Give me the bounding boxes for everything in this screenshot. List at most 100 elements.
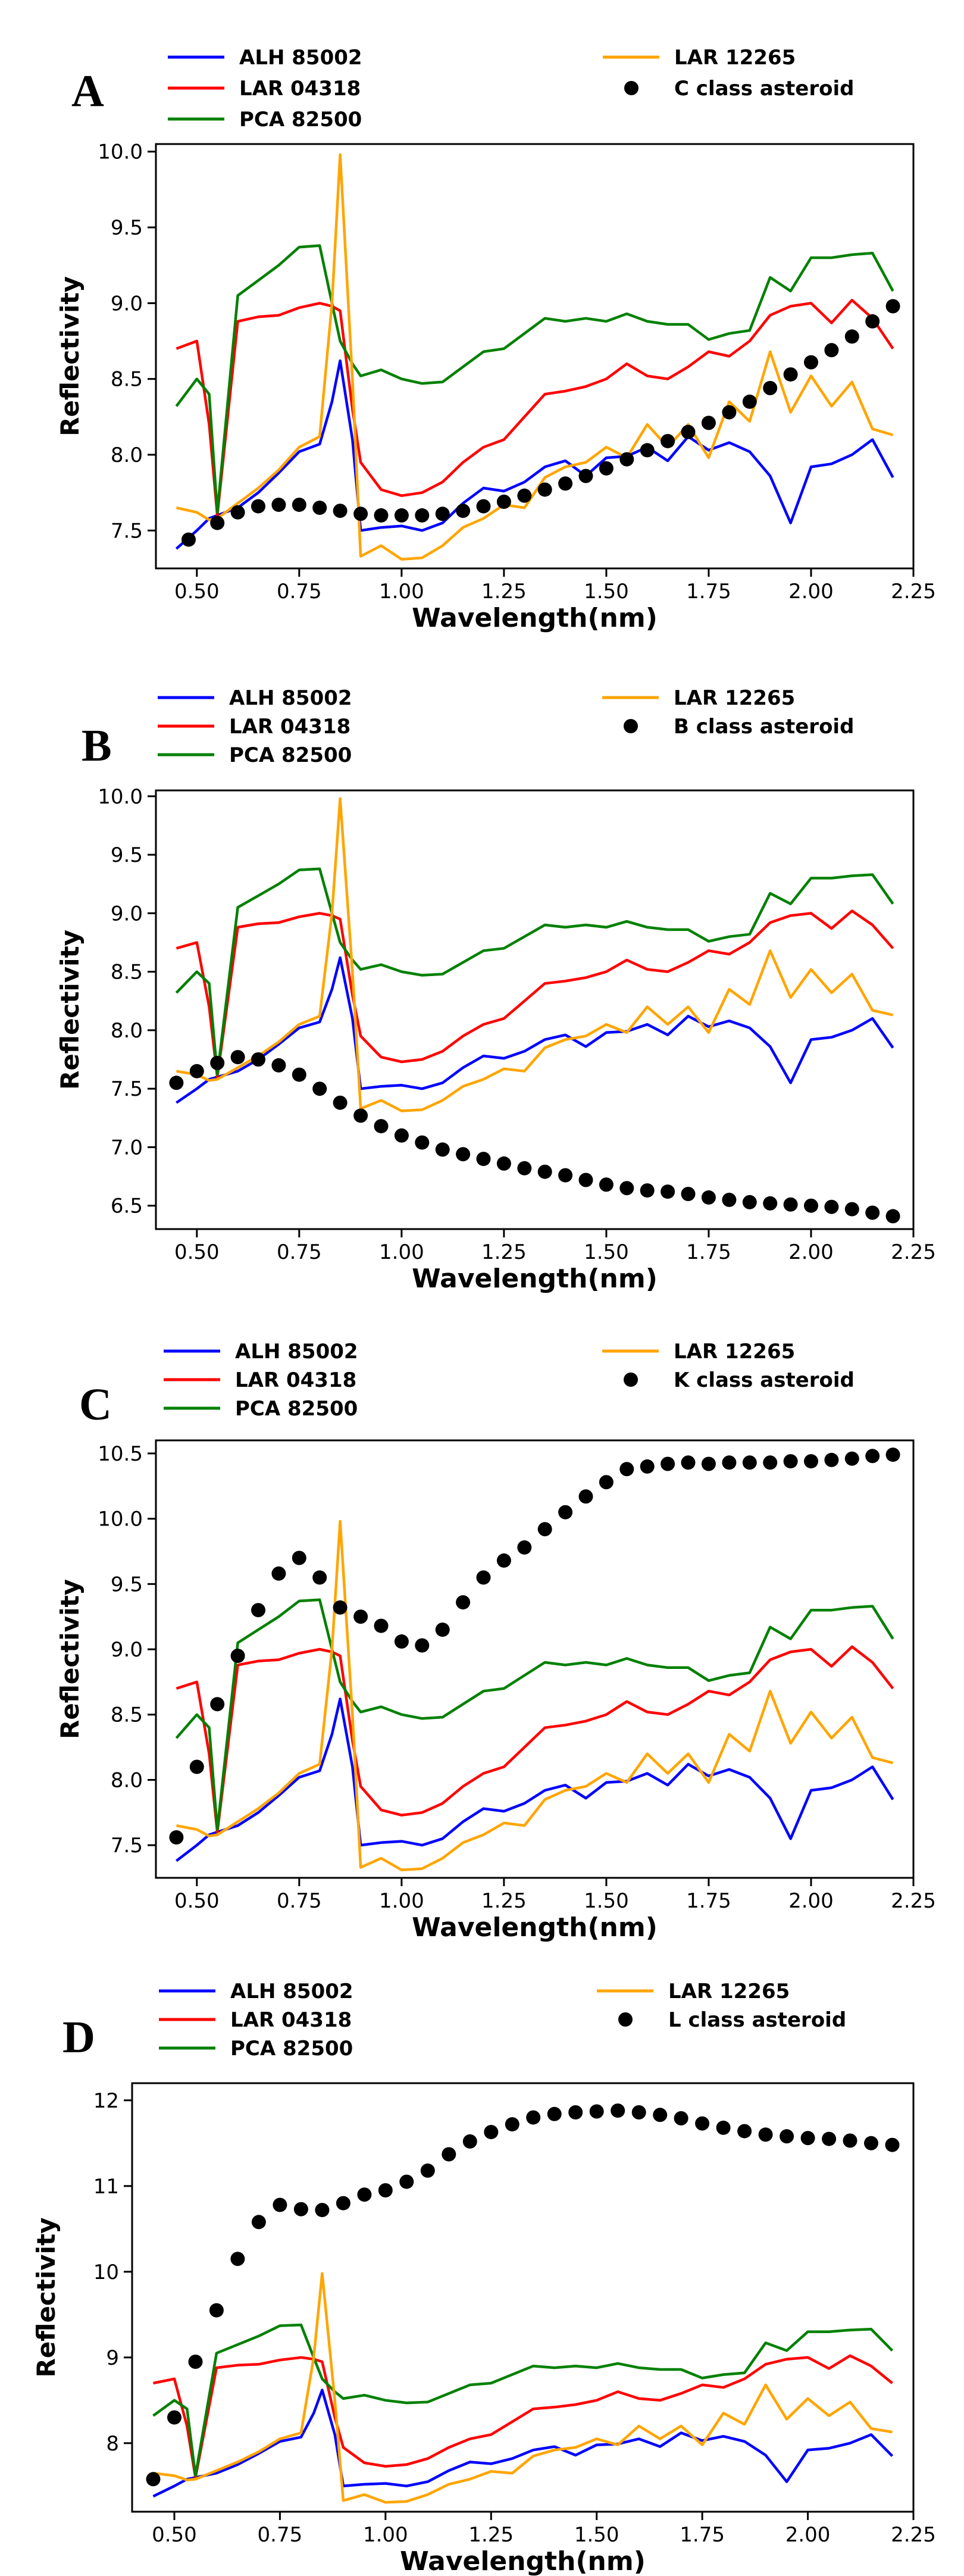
x-tick-label: 1.50 bbox=[574, 2523, 619, 2547]
legend-label: ALH 85002 bbox=[229, 686, 352, 710]
asteroid-data-point bbox=[169, 1830, 184, 1845]
asteroid-data-point bbox=[578, 1173, 593, 1187]
legend: ALH 85002 LAR 04318 PCA 82500 LAR 12265 K cl… bbox=[164, 1340, 855, 1421]
series-line-lar-04318 bbox=[153, 2354, 893, 2479]
asteroid-data-point bbox=[547, 2106, 562, 2121]
asteroid-data-point bbox=[378, 2183, 393, 2197]
x-tick-label: 2.00 bbox=[788, 580, 834, 604]
asteroid-data-point bbox=[619, 1181, 634, 1196]
asteroid-data-point bbox=[435, 507, 450, 521]
asteroid-data-point bbox=[783, 1454, 798, 1469]
asteroid-data-point bbox=[210, 1055, 225, 1070]
asteroid-data-point bbox=[619, 452, 634, 467]
asteroid-data-point bbox=[505, 2117, 519, 2132]
chart-panel-a: A 0.50 0.75 1.00 1.25 1.50 1.75 2.00 2.25 7.5 8.0 8… bbox=[55, 46, 936, 633]
legend-label: LAR 12265 bbox=[674, 46, 796, 70]
asteroid-data-point bbox=[537, 1522, 552, 1537]
legend-label: LAR 04318 bbox=[235, 1368, 356, 1392]
asteroid-data-point bbox=[661, 1456, 675, 1471]
asteroid-data-point bbox=[496, 495, 511, 509]
asteroid-data-point bbox=[456, 1595, 471, 1610]
asteroid-data-point bbox=[273, 2197, 287, 2212]
legend-swatch bbox=[618, 2012, 633, 2027]
asteroid-data-point bbox=[640, 443, 655, 458]
y-tick-label: 10.0 bbox=[98, 785, 143, 809]
x-tick-label: 0.50 bbox=[174, 1889, 220, 1913]
legend-label: ALH 85002 bbox=[239, 46, 362, 70]
legend-label: PCA 82500 bbox=[230, 2037, 353, 2061]
y-tick-label: 9.0 bbox=[111, 292, 143, 315]
legend-label: LAR 04318 bbox=[229, 715, 350, 739]
chart-panel-d: D 0.50 0.75 1.00 1.25 1.50 1.75 2.00 2.25 8 9 10 11 1… bbox=[32, 1980, 936, 2576]
asteroid-data-point bbox=[737, 2124, 752, 2139]
y-tick-label: 7.5 bbox=[111, 1834, 143, 1858]
asteroid-data-point bbox=[394, 508, 409, 523]
x-tick-label: 1.00 bbox=[379, 580, 424, 604]
x-tick-label: 2.00 bbox=[785, 2523, 831, 2547]
asteroid-data-point bbox=[292, 1067, 306, 1082]
asteroid-data-point bbox=[333, 504, 348, 518]
asteroid-data-point bbox=[230, 2252, 245, 2266]
asteroid-data-point bbox=[230, 1649, 245, 1663]
y-tick-label: 9.5 bbox=[111, 216, 143, 240]
series-line-lar-12265 bbox=[153, 2272, 893, 2504]
asteroid-data-point bbox=[804, 355, 818, 370]
y-tick-label: 7.0 bbox=[111, 1136, 143, 1159]
x-tick-label: 2.25 bbox=[891, 2523, 936, 2547]
asteroid-data-point bbox=[558, 1505, 573, 1520]
asteroid-data-point bbox=[374, 1618, 389, 1633]
asteroid-data-point bbox=[188, 2355, 203, 2369]
asteroid-data-point bbox=[599, 1475, 614, 1490]
asteroid-data-point bbox=[271, 498, 286, 512]
panel-label: D bbox=[62, 2012, 95, 2062]
legend-label: B class asteroid bbox=[674, 715, 854, 739]
asteroid-data-point bbox=[742, 1455, 757, 1470]
plot-frame bbox=[155, 1439, 915, 1879]
y-tick-label: 8 bbox=[106, 2432, 119, 2456]
asteroid-data-point bbox=[357, 2187, 372, 2202]
asteroid-data-point bbox=[701, 1190, 716, 1205]
asteroid-data-point bbox=[435, 1142, 450, 1157]
asteroid-data-point bbox=[333, 1095, 348, 1110]
asteroid-data-point bbox=[681, 1187, 696, 1201]
asteroid-data-point bbox=[843, 2133, 857, 2148]
x-tick-label: 1.00 bbox=[379, 1889, 424, 1913]
asteroid-data-point bbox=[681, 1455, 696, 1470]
legend-label: LAR 12265 bbox=[674, 686, 795, 710]
asteroid-data-point bbox=[865, 1205, 880, 1220]
x-tick-label: 1.25 bbox=[481, 1240, 527, 1264]
panel-label: A bbox=[71, 66, 104, 116]
legend-label: K class asteroid bbox=[674, 1368, 855, 1392]
asteroid-data-point bbox=[415, 508, 430, 523]
asteroid-data-point bbox=[599, 1177, 614, 1192]
asteroid-data-point bbox=[822, 2131, 837, 2146]
x-tick-label: 2.25 bbox=[891, 1889, 936, 1913]
plot-frame bbox=[131, 2082, 915, 2513]
asteroid-data-point bbox=[292, 1550, 306, 1565]
asteroid-data-point bbox=[353, 1108, 368, 1123]
x-axis-label: Wavelength(nm) bbox=[412, 1264, 658, 1294]
asteroid-data-point bbox=[169, 1076, 184, 1090]
asteroid-data-point bbox=[742, 1195, 757, 1209]
asteroid-data-point bbox=[640, 1183, 655, 1198]
asteroid-data-point bbox=[271, 1566, 286, 1581]
asteroid-data-point bbox=[210, 1697, 225, 1712]
x-tick-label: 2.25 bbox=[891, 580, 936, 604]
y-tick-label: 7.5 bbox=[111, 519, 143, 543]
legend-label: C class asteroid bbox=[674, 77, 854, 101]
asteroid-data-point bbox=[716, 2120, 731, 2135]
asteroid-data-point bbox=[462, 2134, 477, 2149]
asteroid-data-point bbox=[611, 2103, 625, 2118]
y-tick-label: 11 bbox=[93, 2175, 119, 2199]
y-axis-label: Reflectivity bbox=[55, 930, 84, 1090]
legend-label: LAR 12265 bbox=[674, 1340, 795, 1364]
y-tick-label: 9.5 bbox=[111, 843, 143, 867]
asteroid-data-point bbox=[742, 394, 757, 409]
legend-label: PCA 82500 bbox=[239, 108, 362, 132]
legend-swatch bbox=[624, 719, 638, 733]
asteroid-data-point bbox=[758, 2127, 773, 2142]
asteroid-data-point bbox=[568, 2105, 583, 2119]
asteroid-data-point bbox=[484, 2125, 499, 2140]
asteroid-data-point bbox=[885, 1448, 900, 1462]
